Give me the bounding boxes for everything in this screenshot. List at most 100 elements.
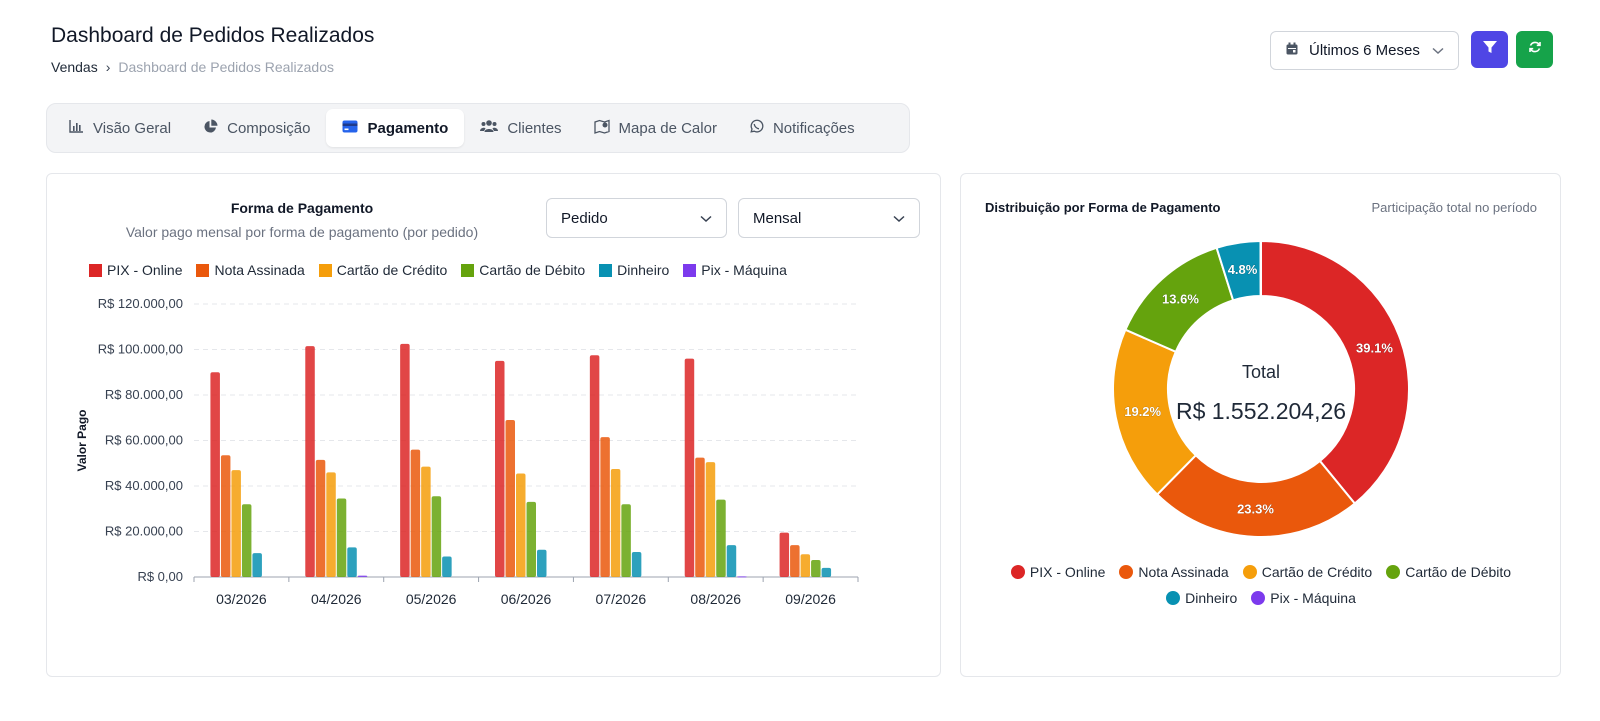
granularity-select-value: Mensal xyxy=(753,209,802,227)
bar-pix-online-08-2026[interactable] xyxy=(684,358,695,577)
bar-nota-assinada-07-2026[interactable] xyxy=(600,437,610,577)
x-tick-label: 09/2026 xyxy=(785,591,836,607)
legend-item-nota-assinada[interactable]: Nota Assinada xyxy=(196,262,305,278)
donut-legend-item-nota-assinada[interactable]: Nota Assinada xyxy=(1119,564,1229,580)
breadcrumb-root-link[interactable]: Vendas xyxy=(51,59,98,75)
bar-chart: R$ 0,00 R$ 20.000,00 R$ 40.000,00 R$ 60.000… xyxy=(75,296,859,607)
credit-card-icon xyxy=(342,120,358,137)
bar-dinheiro-07-2026[interactable] xyxy=(631,551,642,577)
y-tick-label: R$ 20.000,00 xyxy=(105,524,183,539)
filter-button[interactable] xyxy=(1471,31,1508,68)
donut-legend-item-cartao-de-credito[interactable]: Cartão de Crédito xyxy=(1242,564,1372,580)
donut-legend-item-dinheiro[interactable]: Dinheiro xyxy=(1166,590,1237,606)
bar-pix-online-07-2026[interactable] xyxy=(589,355,600,577)
bar-nota-assinada-03-2026[interactable] xyxy=(220,455,231,577)
bar-chart-legend: PIX - Online Nota Assinada Cartão de Crédi… xyxy=(89,262,787,278)
donut-legend-item-pix-maquina[interactable]: Pix - Máquina xyxy=(1251,590,1356,606)
refresh-button[interactable] xyxy=(1516,31,1553,68)
tab-visao-geral[interactable]: Visão Geral xyxy=(53,109,187,147)
tab-notificacoes[interactable]: Notificações xyxy=(733,109,871,147)
bar-cartao-de-debito-04-2026[interactable] xyxy=(336,498,347,577)
tab-label: Notificações xyxy=(772,119,855,137)
bar-nota-assinada-08-2026[interactable] xyxy=(695,457,705,577)
bar-chart-title: Forma de Pagamento xyxy=(230,200,374,216)
breadcrumb-separator: › xyxy=(105,59,111,75)
bar-cartao-de-credito-08-2026[interactable] xyxy=(705,462,716,577)
legend-item-cartao-de-credito[interactable]: Cartão de Crédito xyxy=(318,262,447,278)
tab-pagamento[interactable]: Pagamento xyxy=(326,109,465,147)
bar-cartao-de-debito-03-2026[interactable] xyxy=(241,504,252,577)
bar-pix-online-03-2026[interactable] xyxy=(210,372,220,577)
bar-pix-maquina-04-2026[interactable] xyxy=(357,575,368,577)
bar-pix-maquina-08-2026[interactable] xyxy=(737,576,747,578)
bar-cartao-de-debito-05-2026[interactable] xyxy=(431,496,442,577)
bar-cartao-de-debito-07-2026[interactable] xyxy=(621,504,631,577)
bar-pix-online-04-2026[interactable] xyxy=(305,346,315,577)
chevron-down-icon xyxy=(893,210,905,227)
bar-cartao-de-credito-05-2026[interactable] xyxy=(421,466,431,577)
donut-chart-title: Distribuição por Forma de Pagamento xyxy=(985,200,1221,215)
bar-cartao-de-credito-09-2026[interactable] xyxy=(800,554,811,577)
period-select-label: Últimos 6 Meses xyxy=(1309,42,1420,59)
bar-dinheiro-04-2026[interactable] xyxy=(347,547,357,577)
donut-slice-label: 19.2% xyxy=(1124,404,1161,419)
period-select[interactable]: Últimos 6 Meses xyxy=(1270,31,1459,70)
legend-swatch xyxy=(196,263,210,277)
y-tick-label: R$ 100.000,00 xyxy=(98,342,183,357)
donut-legend-item-cartao-de-debito[interactable]: Cartão de Débito xyxy=(1386,564,1511,580)
legend-swatch xyxy=(683,263,697,277)
granularity-select[interactable]: Mensal xyxy=(738,198,920,238)
donut-slice-nota-assinada[interactable] xyxy=(1155,453,1357,538)
tab-mapa-de-calor[interactable]: Mapa de Calor xyxy=(578,109,733,147)
bar-pix-online-06-2026[interactable] xyxy=(495,360,505,577)
y-tick-label: R$ 0,00 xyxy=(137,569,183,584)
y-tick-label: R$ 80.000,00 xyxy=(105,387,183,402)
bar-dinheiro-05-2026[interactable] xyxy=(442,556,452,577)
bar-cartao-de-debito-06-2026[interactable] xyxy=(526,501,537,577)
bar-dinheiro-03-2026[interactable] xyxy=(252,553,262,577)
bar-pix-online-09-2026[interactable] xyxy=(779,532,790,577)
donut-chart-note: Participação total no período xyxy=(1371,200,1538,215)
legend-dot xyxy=(1242,565,1257,579)
bar-dinheiro-09-2026[interactable] xyxy=(821,567,832,577)
bar-nota-assinada-06-2026[interactable] xyxy=(505,420,516,577)
bar-cartao-de-debito-09-2026[interactable] xyxy=(811,559,821,577)
bar-chart-icon xyxy=(69,119,84,137)
x-tick-label: 05/2026 xyxy=(406,591,457,607)
measure-select[interactable]: Pedido xyxy=(546,198,727,238)
bar-pix-online-05-2026[interactable] xyxy=(400,343,410,577)
legend-item-cartao-de-debito[interactable]: Cartão de Débito xyxy=(461,262,585,278)
legend-label: PIX - Online xyxy=(1029,564,1106,580)
x-tick-label: 07/2026 xyxy=(596,591,647,607)
donut-center-label: Total xyxy=(1242,362,1280,382)
legend-item-pix-maquina[interactable]: Pix - Máquina xyxy=(683,262,787,278)
donut-legend-item-pix-online[interactable]: PIX - Online xyxy=(1010,564,1106,580)
bar-cartao-de-debito-08-2026[interactable] xyxy=(716,499,726,577)
legend-item-pix-online[interactable]: PIX - Online xyxy=(89,262,182,278)
bar-cartao-de-credito-07-2026[interactable] xyxy=(610,468,621,577)
bar-nota-assinada-04-2026[interactable] xyxy=(315,459,326,577)
bar-nota-assinada-05-2026[interactable] xyxy=(410,449,421,577)
map-icon xyxy=(593,119,610,138)
tab-clientes[interactable]: Clientes xyxy=(464,109,577,147)
bar-dinheiro-08-2026[interactable] xyxy=(726,545,737,577)
legend-label: Dinheiro xyxy=(1185,590,1238,606)
tab-label: Composição xyxy=(227,119,311,137)
donut-slice-pix-online[interactable] xyxy=(1260,239,1410,505)
tab-composicao[interactable]: Composição xyxy=(187,109,326,147)
x-tick-label: 06/2026 xyxy=(501,591,552,607)
legend-label: Dinheiro xyxy=(617,262,670,278)
legend-label: Cartão de Débito xyxy=(479,262,586,278)
y-tick-label: R$ 120.000,00 xyxy=(98,296,183,311)
users-icon xyxy=(480,119,499,137)
legend-label: Pix - Máquina xyxy=(701,262,787,278)
bar-nota-assinada-09-2026[interactable] xyxy=(790,545,800,577)
bar-cartao-de-credito-04-2026[interactable] xyxy=(326,472,336,577)
bar-dinheiro-06-2026[interactable] xyxy=(537,549,547,577)
donut-slice-label: 39.1% xyxy=(1356,340,1393,355)
calendar-icon xyxy=(1285,42,1299,60)
legend-item-dinheiro[interactable]: Dinheiro xyxy=(599,262,669,278)
bar-cartao-de-credito-06-2026[interactable] xyxy=(516,473,526,577)
bar-cartao-de-credito-03-2026[interactable] xyxy=(231,470,241,577)
legend-dot xyxy=(1010,565,1025,579)
